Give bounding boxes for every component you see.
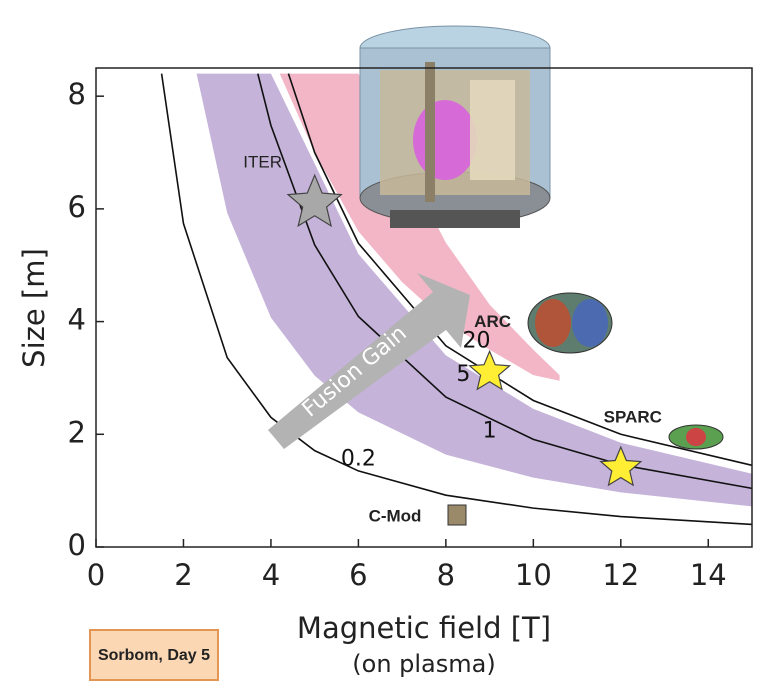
x-tick-label: 2 [174, 558, 192, 592]
curve-label: 0.2 [341, 447, 376, 472]
y-tick-label: 2 [68, 415, 86, 449]
tokamak-illustration [360, 26, 550, 228]
curve-label: 5 [456, 362, 470, 387]
device-label: ARC [474, 312, 511, 331]
device-label: SPARC [604, 408, 662, 427]
curve-label: 1 [483, 418, 497, 443]
x-axis-label: Magnetic field [T] [297, 611, 551, 645]
x-axis-sublabel: (on plasma) [352, 650, 495, 678]
x-tick-label: 8 [437, 558, 455, 592]
x-tick-label: 4 [262, 558, 280, 592]
device-label: ITER [243, 153, 282, 172]
y-tick-label: 6 [68, 190, 86, 224]
chart: 0.21520 Fusion Gain 0246810121402468 ITE… [0, 0, 763, 695]
y-tick-label: 0 [68, 528, 86, 562]
x-tick-label: 10 [515, 558, 552, 592]
x-tick-label: 12 [602, 558, 639, 592]
arc-icon [528, 293, 612, 353]
y-tick-label: 8 [68, 77, 86, 111]
annotation: 20 [462, 328, 490, 353]
x-tick-label: 6 [349, 558, 367, 592]
credit: Sorbom, Day 5 [98, 647, 210, 664]
x-tick-label: 0 [87, 558, 105, 592]
cmod-icon [448, 505, 466, 525]
sparc-icon [669, 425, 723, 449]
device-label: C-Mod [369, 506, 422, 525]
y-tick-label: 4 [68, 303, 86, 337]
x-tick-label: 14 [690, 558, 727, 592]
y-axis-label: Size [m] [17, 248, 51, 368]
